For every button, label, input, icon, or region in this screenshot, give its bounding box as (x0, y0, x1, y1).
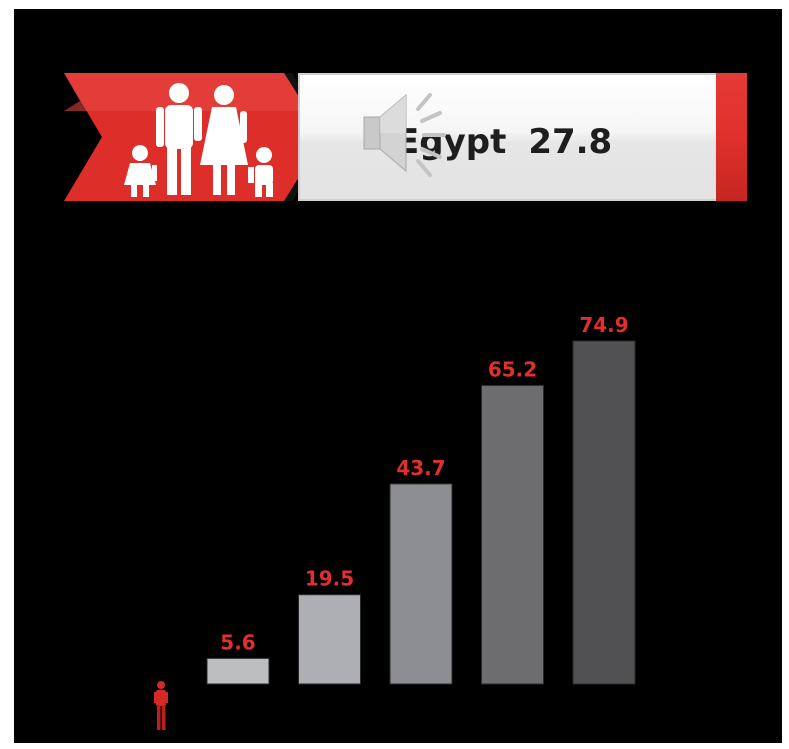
bars-group (206, 340, 636, 685)
country-name: Egypt (396, 122, 507, 162)
bar-2 (298, 594, 361, 685)
labels-group: 5.6 19.5 43.7 65.2 74.9 (220, 313, 628, 654)
family-icon (64, 73, 332, 201)
bar-4 (481, 384, 544, 685)
slide-frame: Egypt 27.8 5.6 19.5 43.7 65.2 74.9 (14, 9, 782, 743)
banner-accent (716, 73, 747, 201)
bar-chart: 5.6 19.5 43.7 65.2 74.9 (154, 313, 636, 730)
bar-label-5: 74.9 (579, 313, 628, 337)
bar-1 (206, 657, 270, 685)
bar-label-3: 43.7 (396, 456, 445, 480)
person-icon (154, 681, 168, 730)
banner-text: Egypt 27.8 (396, 117, 612, 167)
speaker-icon[interactable] (362, 87, 452, 187)
country-value: 27.8 (528, 122, 613, 162)
bar-label-4: 65.2 (488, 357, 537, 381)
bar-3 (389, 483, 453, 685)
bar-label-2: 19.5 (305, 567, 354, 591)
bar-5 (572, 340, 636, 685)
bar-label-1: 5.6 (220, 630, 255, 654)
